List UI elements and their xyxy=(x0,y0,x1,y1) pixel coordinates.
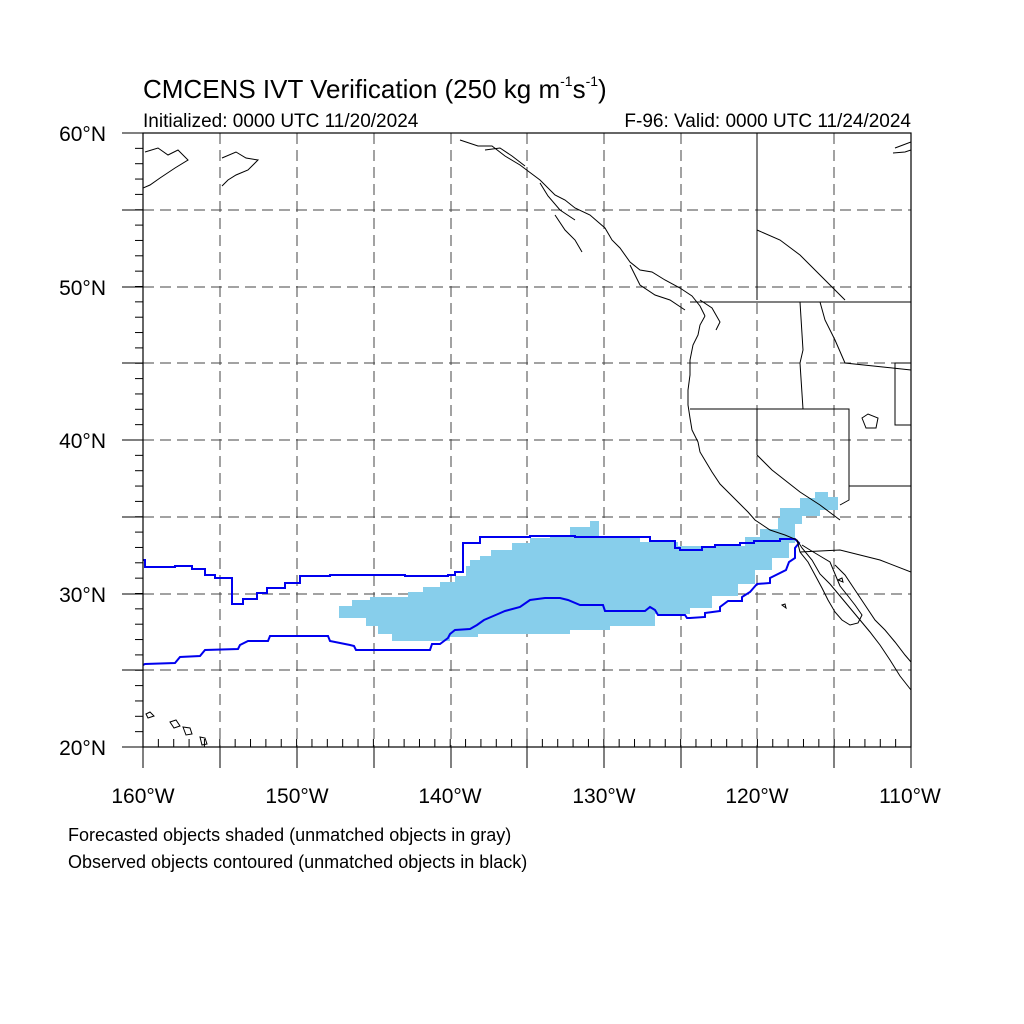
lon-label-120w: 120°W xyxy=(725,785,789,808)
minor-ticks xyxy=(135,132,912,748)
lat-label-30n: 30°N xyxy=(59,584,106,607)
lat-label-50n: 50°N xyxy=(59,277,106,300)
lon-label-150w: 150°W xyxy=(265,785,329,808)
coastlines xyxy=(143,139,911,746)
lat-label-20n: 20°N xyxy=(59,737,106,760)
footnote-forecast: Forecasted objects shaded (unmatched obj… xyxy=(68,825,512,845)
footnote-observed: Observed objects contoured (unmatched ob… xyxy=(68,852,528,872)
valid-time: F-96: Valid: 0000 UTC 11/24/2024 xyxy=(624,111,911,132)
lat-label-60n: 60°N xyxy=(59,123,106,146)
lon-label-110w: 110°W xyxy=(879,785,941,808)
axis-ticks xyxy=(122,132,912,768)
lat-label-40n: 40°N xyxy=(59,430,106,453)
map-title: CMCENS IVT Verification (250 kg m-1s-1) xyxy=(143,73,607,104)
forecast-ivt-object xyxy=(339,492,838,641)
grid-lines xyxy=(143,133,911,747)
initialized-time: Initialized: 0000 UTC 11/20/2024 xyxy=(143,111,419,132)
lon-label-140w: 140°W xyxy=(418,785,482,808)
observed-ivt-contour xyxy=(143,535,801,666)
political-borders xyxy=(690,133,911,573)
lon-label-130w: 130°W xyxy=(572,785,636,808)
lon-label-160w: 160°W xyxy=(111,785,175,808)
